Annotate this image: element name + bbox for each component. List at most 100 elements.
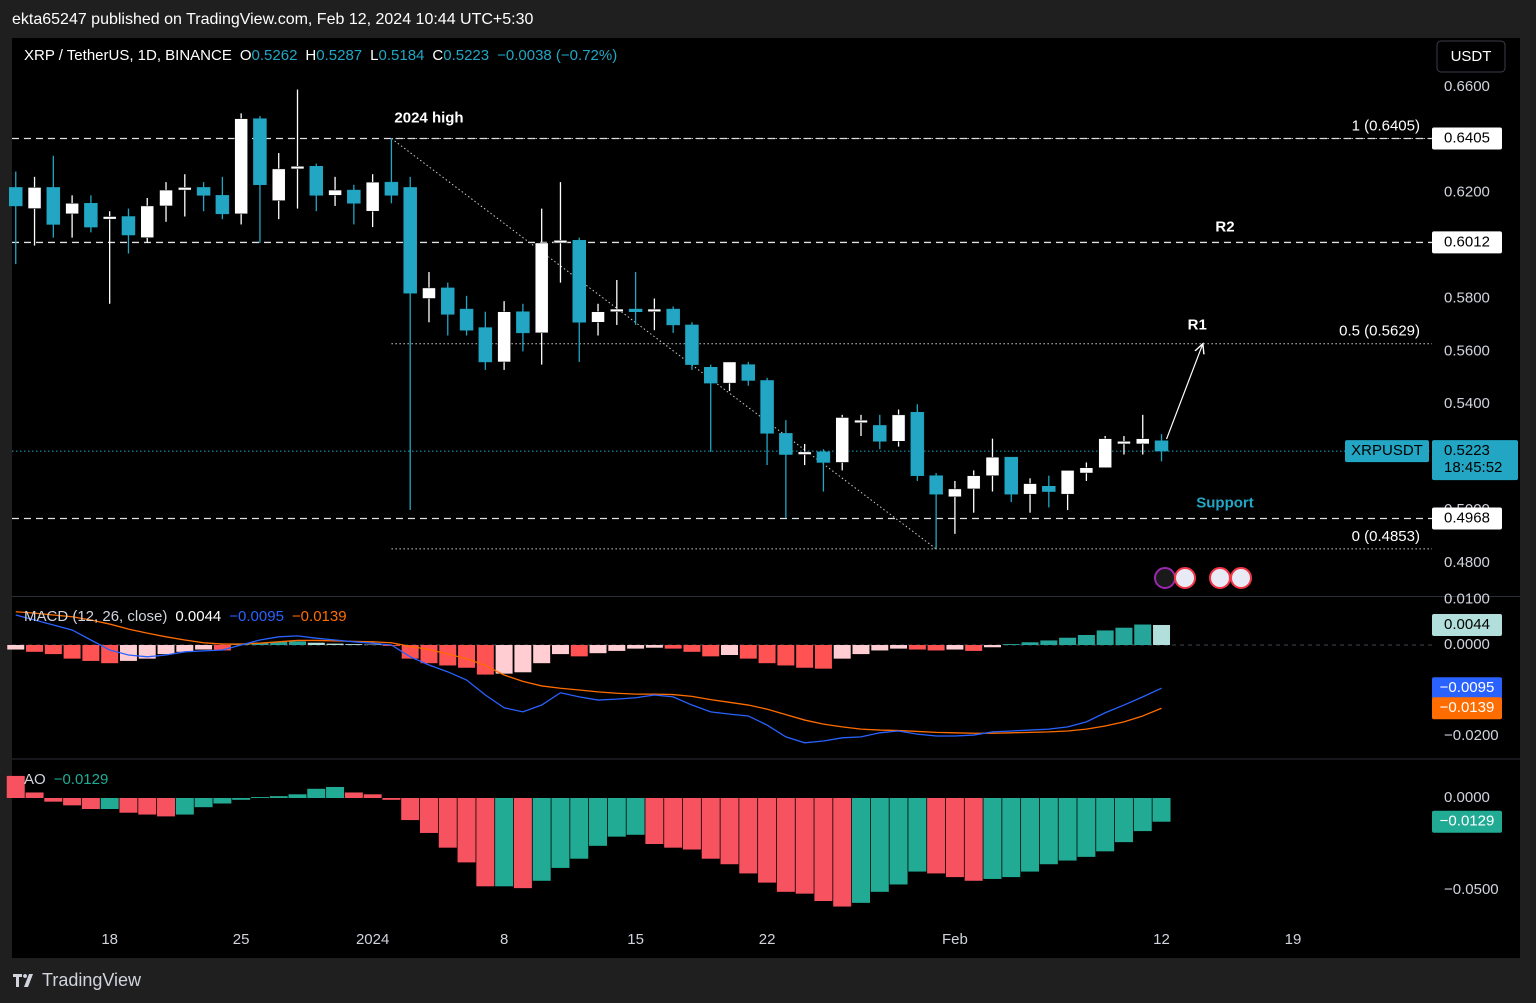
- macd-histogram-bar: [420, 644, 438, 664]
- candle-body: [196, 187, 211, 196]
- candle-body: [403, 187, 417, 294]
- ao-bar: [720, 797, 739, 865]
- ao-bar: [870, 797, 889, 892]
- legend-item: 0.0044: [175, 608, 221, 625]
- ao-bar: [157, 797, 176, 817]
- macd-histogram-bar: [551, 644, 569, 655]
- ao-bar: [645, 797, 664, 844]
- ao-bar: [457, 797, 476, 863]
- legend-item: MACD (12, 26, close): [24, 608, 167, 625]
- x-tick-label: 2024: [356, 931, 389, 948]
- macd-histogram-bar: [213, 644, 231, 651]
- candle-body: [253, 118, 267, 186]
- ao-bar: [438, 797, 457, 848]
- candle-body: [478, 327, 493, 363]
- candle-body: [140, 205, 154, 238]
- macd-histogram-bar: [533, 644, 551, 664]
- ao-bar: [626, 797, 645, 835]
- macd-histogram-bar: [289, 641, 307, 645]
- candle-body: [966, 475, 981, 490]
- macd-histogram-bar: [1077, 634, 1095, 645]
- legend-item: 0.5262: [252, 47, 298, 64]
- ao-bar: [1096, 797, 1115, 852]
- signal-badge-bg: [1432, 697, 1502, 720]
- signal-line: [15, 611, 1162, 734]
- candle-body: [422, 287, 436, 299]
- macd-histogram-bar: [983, 644, 1001, 648]
- legend-item: 0.5184: [379, 47, 425, 64]
- ao-bar: [814, 797, 833, 902]
- macd-histogram-bar: [176, 644, 194, 652]
- ao-bar: [983, 797, 1002, 879]
- ao-bar: [1002, 797, 1021, 878]
- signal-badge: −0.0139: [1440, 699, 1495, 716]
- ao-bar: [401, 797, 420, 821]
- candle-body: [234, 118, 248, 215]
- y-tick-label: 0.0100: [1444, 590, 1490, 607]
- macd-histogram-bar: [251, 642, 269, 645]
- currency-label[interactable]: USDT: [1451, 48, 1492, 65]
- legend-item: O: [240, 47, 252, 64]
- candle-body: [1154, 440, 1169, 452]
- macd-histogram-bar: [439, 644, 457, 666]
- candle-body: [516, 311, 530, 334]
- x-tick-label: Feb: [942, 931, 968, 948]
- ao-bar: [6, 775, 25, 798]
- header-text: ekta65247 published on TradingView.com, …: [12, 11, 534, 28]
- macd-histogram-bar: [721, 644, 739, 656]
- ao-bar: [851, 797, 870, 903]
- legend-item: AO: [24, 771, 46, 788]
- candle-body: [1117, 441, 1131, 445]
- legend-row: XRP / TetherUS, 1D, BINANCE O0.5262 H0.528…: [24, 47, 617, 64]
- candle-body: [46, 187, 61, 225]
- candle-body: [835, 417, 849, 463]
- macd-histogram-bar: [1002, 644, 1020, 645]
- candle-body: [610, 308, 624, 312]
- candle-body: [553, 240, 568, 244]
- price-badge: 0.5223: [1444, 442, 1490, 459]
- ao-bar: [889, 797, 908, 885]
- candle-body: [647, 308, 662, 312]
- footer-brand: TradingView: [42, 970, 142, 990]
- event-icons: [1154, 567, 1252, 589]
- ao-bar: [945, 797, 964, 878]
- legend-row: MACD (12, 26, close) 0.0044 −0.0095 −0.0139: [24, 608, 347, 625]
- ao-bar: [795, 797, 814, 894]
- macd-histogram-bar: [495, 644, 513, 674]
- candle-body: [384, 181, 399, 196]
- ao-bar: [63, 797, 82, 806]
- ao-bar: [758, 797, 777, 883]
- level-badge: 0.4968: [1444, 509, 1490, 526]
- candle-body: [159, 189, 173, 207]
- macd-histogram-bar: [1021, 642, 1039, 645]
- ao-badge: −0.0129: [1440, 813, 1495, 830]
- candle-body: [459, 308, 474, 331]
- macd-badge-bg: [1432, 677, 1502, 700]
- macd-histogram-bar: [796, 644, 814, 668]
- ao-bar: [607, 797, 626, 837]
- candle-body: [854, 419, 868, 424]
- ao-bar: [701, 797, 720, 859]
- x-tick-label: 18: [101, 931, 118, 948]
- macd-histogram-bar: [345, 644, 363, 645]
- candle-body: [703, 366, 718, 384]
- candle-body: [722, 361, 737, 384]
- candle-body: [985, 456, 1000, 476]
- candle-body: [929, 475, 943, 495]
- annotation: R1: [1188, 317, 1207, 334]
- ao-bar: [495, 797, 514, 887]
- currency-button[interactable]: [1436, 40, 1506, 73]
- ao-bar: [776, 797, 795, 892]
- macd-histogram-bar: [195, 644, 213, 650]
- x-tick-label: 19: [1285, 931, 1302, 948]
- legend-item: XRP / TetherUS, 1D, BINANCE: [24, 47, 232, 64]
- ao-bar: [288, 794, 307, 798]
- candle-body: [1023, 483, 1037, 495]
- x-tick-label: 25: [233, 931, 250, 948]
- candle-body: [1135, 438, 1150, 445]
- ao-bar: [1039, 797, 1058, 865]
- macd-histogram-bar: [608, 644, 626, 651]
- ao-bar: [363, 794, 382, 798]
- fib-label: 1 (0.6405): [1352, 117, 1420, 134]
- candle-body: [347, 189, 361, 204]
